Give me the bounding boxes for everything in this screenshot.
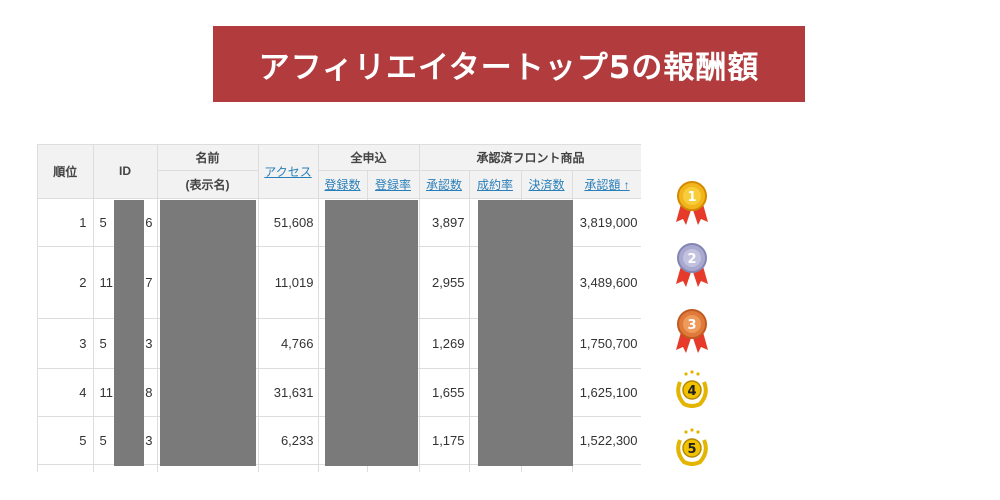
medal-label: 3 [687, 318, 696, 333]
header-conversion-rate-link[interactable]: 成約率 [469, 170, 522, 199]
tail-cell [93, 464, 158, 472]
id-suffix: 7 [145, 274, 153, 290]
approvals-cell: 2,955 [419, 246, 470, 319]
tail-cell [367, 464, 420, 472]
id-suffix: 3 [145, 335, 153, 351]
header-rank: 順位 [38, 145, 94, 199]
rank-cell: 5 [38, 416, 94, 465]
rank-cell: 1 [38, 198, 94, 247]
registration-redaction [325, 200, 418, 466]
id-prefix: 5 [99, 432, 107, 448]
tail-cell [258, 464, 319, 472]
header-approvals-link[interactable]: 承認数 [419, 170, 470, 199]
header-id: ID [93, 145, 158, 199]
bronze-medal-icon: 3 [676, 309, 708, 353]
access-cell: 6,233 [258, 416, 319, 465]
access-cell: 4,766 [258, 318, 319, 369]
approved-amount-cell: 1,522,300 [572, 416, 641, 465]
approved-amount-cell: 3,489,600 [572, 246, 641, 319]
id-prefix: 5 [99, 335, 107, 351]
header-approved-amount-link[interactable]: 承認額 ↑ [572, 170, 641, 199]
name-redaction [160, 200, 256, 466]
approvals-cell: 1,175 [419, 416, 470, 465]
tail-cell [157, 464, 259, 472]
laurel-badge-icon: 5 [676, 428, 708, 466]
id-redaction [114, 200, 144, 466]
approvals-cell: 1,269 [419, 318, 470, 369]
title-banner: アフィリエイタートップ5の報酬額 [213, 26, 805, 102]
rank-cell: 3 [38, 318, 94, 369]
approved-amount-cell: 1,625,100 [572, 368, 641, 417]
banner-title: アフィリエイタートップ5の報酬額 [258, 49, 760, 86]
medal-label: 2 [687, 252, 696, 267]
approved-amount-cell: 3,819,000 [572, 198, 641, 247]
id-suffix: 3 [145, 432, 153, 448]
header-group-all: 全申込 [318, 145, 420, 171]
id-prefix: 11 [99, 384, 114, 400]
id-prefix: 11 [99, 274, 114, 290]
tail-cell [419, 464, 470, 472]
tail-cell [572, 464, 641, 472]
header-display-name: (表示名) [157, 170, 259, 199]
approvals-cell: 1,655 [419, 368, 470, 417]
table-row [38, 464, 641, 472]
tail-cell [38, 464, 94, 472]
medal-label: 4 [687, 384, 696, 399]
medal-label: 1 [687, 190, 696, 205]
id-suffix: 6 [145, 214, 153, 230]
rank-cell: 4 [38, 368, 94, 417]
access-cell: 51,608 [258, 198, 319, 247]
id-suffix: 8 [145, 384, 153, 400]
header-group-front: 承認済フロント商品 [419, 145, 641, 171]
gold-medal-icon: 1 [676, 181, 708, 225]
approved-amount-cell: 1,750,700 [572, 318, 641, 369]
tail-cell [318, 464, 368, 472]
laurel-badge-icon: 4 [676, 370, 708, 408]
rank-cell: 2 [38, 246, 94, 319]
tail-cell [521, 464, 573, 472]
approvals-cell: 3,897 [419, 198, 470, 247]
header-name: 名前 [157, 145, 259, 171]
id-prefix: 5 [99, 214, 107, 230]
access-cell: 11,019 [258, 246, 319, 319]
header-settlements-link[interactable]: 決済数 [521, 170, 573, 199]
conversion-redaction [478, 200, 573, 466]
header-registrations-link[interactable]: 登録数 [318, 170, 368, 199]
tail-cell [469, 464, 522, 472]
header-access-link[interactable]: アクセス [258, 145, 319, 199]
medal-label: 5 [687, 442, 696, 457]
header-registration-rate-link[interactable]: 登録率 [367, 170, 420, 199]
silver-medal-icon: 2 [676, 243, 708, 287]
access-cell: 31,631 [258, 368, 319, 417]
